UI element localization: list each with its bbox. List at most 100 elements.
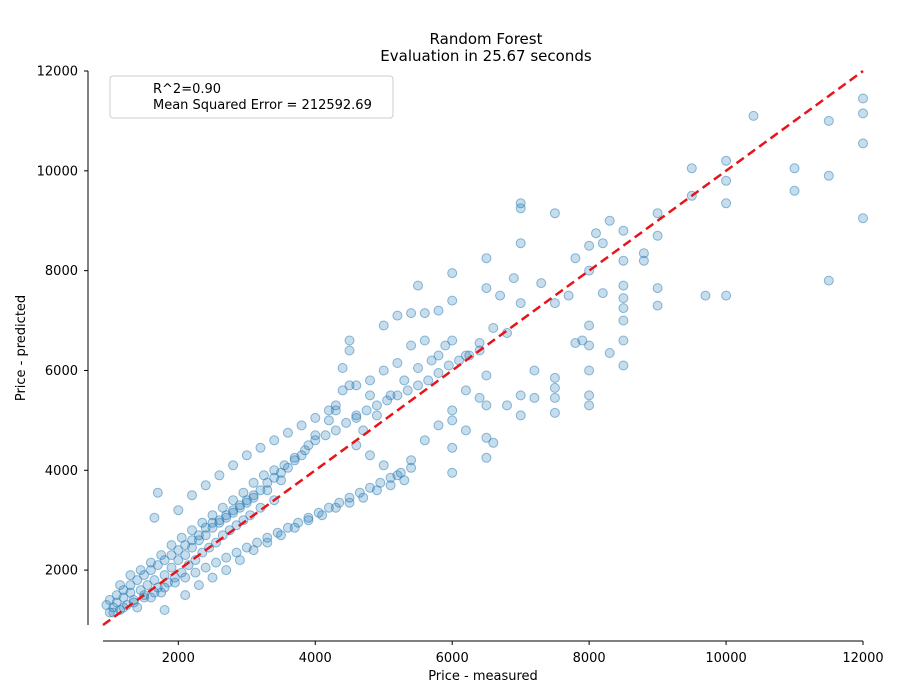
data-point — [721, 175, 732, 186]
data-point — [361, 405, 372, 416]
data-point — [721, 290, 732, 301]
x-axis: 2000 4000 6000 8000 10000 12000 Price - measu… — [103, 640, 884, 684]
x-tick-label: 10000 — [705, 651, 746, 666]
data-point — [474, 392, 485, 403]
data-point — [549, 208, 560, 219]
data-point — [823, 275, 834, 286]
data-point — [433, 420, 444, 431]
data-point — [344, 345, 355, 356]
data-point — [618, 335, 629, 346]
data-point — [217, 530, 228, 541]
data-point — [207, 510, 218, 521]
data-point — [344, 380, 355, 391]
data-point — [156, 550, 167, 561]
data-point — [354, 487, 365, 498]
data-point — [351, 410, 362, 421]
chart-subtitle: Evaluation in 25.67 seconds — [380, 47, 592, 65]
data-point — [584, 340, 595, 351]
x-tick-label: 12000 — [842, 651, 883, 666]
data-point — [166, 550, 177, 561]
y-tick-label: 4000 — [45, 464, 78, 479]
data-point — [289, 522, 300, 533]
data-point — [549, 392, 560, 403]
data-point — [413, 380, 423, 391]
data-point — [536, 278, 547, 289]
data-point — [115, 580, 126, 591]
data-point — [173, 555, 184, 566]
data-point — [207, 517, 218, 528]
data-point — [111, 590, 122, 601]
data-point — [584, 240, 595, 251]
data-point — [176, 532, 187, 543]
data-point — [190, 567, 201, 578]
data-point — [241, 542, 252, 553]
data-point — [166, 562, 177, 573]
data-point — [406, 308, 417, 319]
data-point — [180, 590, 191, 601]
data-point — [272, 527, 283, 538]
data-point — [228, 505, 239, 516]
y-tick-label: 8000 — [45, 264, 78, 279]
data-point — [447, 335, 458, 346]
data-point — [214, 470, 225, 481]
data-point — [187, 525, 197, 536]
data-point — [584, 320, 595, 331]
data-point — [481, 253, 492, 264]
data-point — [238, 487, 249, 498]
legend-entry-r2: R^2=0.90 — [153, 82, 221, 97]
data-point — [508, 273, 519, 284]
data-point — [187, 535, 197, 546]
data-point — [193, 530, 204, 541]
data-point — [570, 253, 581, 264]
data-point — [252, 537, 263, 548]
data-point — [330, 405, 341, 416]
data-point — [337, 363, 348, 373]
data-point — [358, 492, 369, 503]
data-point — [258, 470, 269, 481]
data-point — [214, 517, 225, 528]
data-point — [104, 607, 115, 618]
data-point — [584, 365, 595, 376]
data-point — [200, 480, 211, 491]
data-point — [419, 335, 430, 346]
reference-line — [102, 69, 864, 627]
y-tick-label: 10000 — [37, 164, 78, 179]
data-point — [584, 400, 595, 411]
data-point — [549, 372, 560, 383]
data-point — [323, 502, 334, 513]
x-ticks: 2000 4000 6000 8000 10000 12000 — [162, 641, 884, 666]
data-point — [310, 435, 321, 446]
data-point — [289, 452, 300, 463]
data-point — [597, 238, 608, 249]
data-point — [135, 565, 146, 576]
data-point — [423, 375, 434, 386]
data-point — [406, 462, 417, 473]
data-point — [591, 228, 601, 239]
data-point — [180, 550, 191, 561]
data-point — [618, 360, 629, 371]
data-point — [365, 482, 375, 493]
data-point — [176, 567, 187, 578]
data-point — [447, 405, 458, 416]
data-point — [310, 412, 321, 423]
data-point — [447, 295, 458, 306]
data-point — [481, 452, 492, 463]
y-ticks: 2000 4000 6000 8000 10000 12000 — [37, 65, 88, 579]
data-point — [269, 472, 280, 483]
data-point — [152, 487, 163, 498]
data-point — [392, 310, 403, 321]
data-point — [269, 435, 280, 446]
data-point — [385, 480, 396, 491]
data-point — [217, 502, 228, 513]
data-point — [125, 570, 136, 581]
data-point — [187, 490, 197, 501]
data-point — [481, 400, 492, 411]
data-point — [262, 485, 273, 496]
data-point — [563, 290, 574, 301]
data-point — [159, 605, 170, 615]
data-point — [330, 502, 341, 513]
x-tick-label: 4000 — [299, 651, 332, 666]
data-point — [447, 467, 458, 478]
data-point — [282, 522, 293, 533]
data-point — [638, 255, 649, 266]
